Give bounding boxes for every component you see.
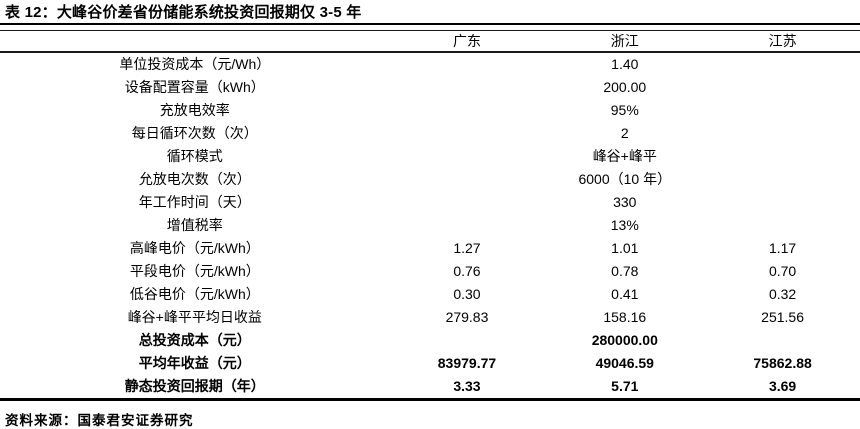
cell-value: 83979.77 [437, 355, 497, 371]
cell-value: 0.41 [611, 286, 639, 302]
table-row: 充放电效率 95% [0, 99, 860, 122]
row-label: 高峰电价（元/kWh） [129, 240, 260, 256]
cell-value: 0.76 [453, 263, 481, 279]
table-row: 平段电价（元/kWh） 0.76 0.78 0.70 [0, 260, 860, 283]
table-row: 总投资成本（元） 280000.00 [0, 329, 860, 352]
cell-value [705, 214, 860, 237]
col-header-guangdong: 广东 [389, 30, 545, 53]
table-row: 平均年收益（元） 83979.77 49046.59 75862.88 [0, 352, 860, 375]
cell-value [705, 168, 860, 191]
cell-value [705, 122, 860, 145]
corner-cell [0, 30, 390, 53]
cell-value [390, 145, 545, 168]
source-note: 资料来源：国泰君安证券研究 [5, 413, 194, 428]
table-row: 单位投资成本（元/Wh） 1.40 [0, 52, 860, 76]
cell-value [390, 168, 545, 191]
row-label: 静态投资回报期（年） [124, 378, 265, 394]
cell-value [390, 76, 545, 99]
table-title: 表 12：大峰谷价差省份储能系统投资回报期仅 3-5 年 [0, 0, 860, 25]
table-row: 允放电次数（次） 6000（10 年） [0, 168, 860, 191]
row-label: 单位投资成本（元/Wh） [119, 56, 271, 72]
cell-value [390, 214, 545, 237]
cell-value: 95% [610, 102, 639, 118]
cell-value: 0.70 [768, 263, 797, 279]
col-header-zhejiang: 浙江 [544, 30, 706, 53]
row-label: 增值税率 [166, 217, 223, 233]
cell-value: 251.56 [761, 309, 804, 325]
row-label: 年工作时间（天） [138, 194, 251, 210]
row-label: 峰谷+峰平平均日收益 [127, 309, 262, 325]
cell-value [705, 76, 860, 99]
table-row: 循环模式 峰谷+峰平 [0, 145, 860, 168]
table-body: 单位投资成本（元/Wh） 1.40 设备配置容量（kWh） 200.00 充放电效率 95… [0, 52, 860, 400]
cell-value: 3.69 [768, 378, 797, 394]
cell-value: 1.40 [611, 56, 639, 72]
row-label: 总投资成本（元） [138, 332, 251, 348]
row-label: 循环模式 [166, 148, 223, 164]
cell-value: 75862.88 [753, 355, 812, 371]
row-label: 每日循环次数（次） [131, 125, 258, 141]
cell-value [390, 191, 545, 214]
cell-value [705, 52, 860, 76]
cell-value: 330 [613, 194, 637, 210]
row-label: 平段电价（元/kWh） [129, 263, 260, 279]
cell-value: 13% [610, 217, 639, 233]
cell-value: 0.32 [768, 286, 797, 302]
row-label: 设备配置容量（kWh） [124, 79, 265, 95]
cell-value: 280000.00 [591, 332, 658, 348]
cell-value [390, 329, 545, 352]
cell-value: 1.01 [611, 240, 639, 256]
row-label: 平均年收益（元） [138, 355, 251, 371]
cell-value [390, 99, 545, 122]
cell-value [390, 122, 545, 145]
table-row: 增值税率 13% [0, 214, 860, 237]
cell-value: 峰谷+峰平 [592, 148, 657, 164]
cell-value [390, 52, 545, 76]
cell-value: 158.16 [603, 309, 647, 325]
cell-value [705, 145, 860, 168]
cell-value: 3.33 [453, 378, 481, 394]
cell-value: 1.27 [453, 240, 481, 256]
cell-value [705, 329, 860, 352]
table-header: 广东 浙江 江苏 [0, 30, 860, 53]
cell-value: 1.17 [768, 240, 797, 256]
data-table: 广东 浙江 江苏 单位投资成本（元/Wh） 1.40 设备配置容量（kWh） 200.… [0, 30, 860, 401]
header-row: 广东 浙江 江苏 [0, 30, 860, 53]
cell-value: 279.83 [445, 309, 489, 325]
row-label: 充放电效率 [159, 102, 230, 118]
cell-value: 0.30 [453, 286, 481, 302]
cell-value: 200.00 [603, 79, 647, 95]
col-header-jiangsu: 江苏 [705, 30, 860, 53]
row-label: 允放电次数（次） [138, 171, 251, 187]
table-row: 每日循环次数（次） 2 [0, 122, 860, 145]
table-row: 设备配置容量（kWh） 200.00 [0, 76, 860, 99]
cell-value: 0.78 [611, 263, 639, 279]
table-row: 峰谷+峰平平均日收益 279.83 158.16 251.56 [0, 306, 860, 329]
table-row: 静态投资回报期（年） 3.33 5.71 3.69 [0, 375, 860, 400]
table-row: 年工作时间（天） 330 [0, 191, 860, 214]
table-row: 高峰电价（元/kWh） 1.27 1.01 1.17 [0, 237, 860, 260]
row-label: 低谷电价（元/kWh） [129, 286, 260, 302]
cell-value: 6000（10 年） [578, 171, 672, 187]
cell-value: 5.71 [611, 378, 639, 394]
cell-value: 2 [620, 125, 629, 141]
table-row: 低谷电价（元/kWh） 0.30 0.41 0.32 [0, 283, 860, 306]
cell-value [705, 191, 860, 214]
cell-value: 49046.59 [595, 355, 654, 371]
cell-value [705, 99, 860, 122]
